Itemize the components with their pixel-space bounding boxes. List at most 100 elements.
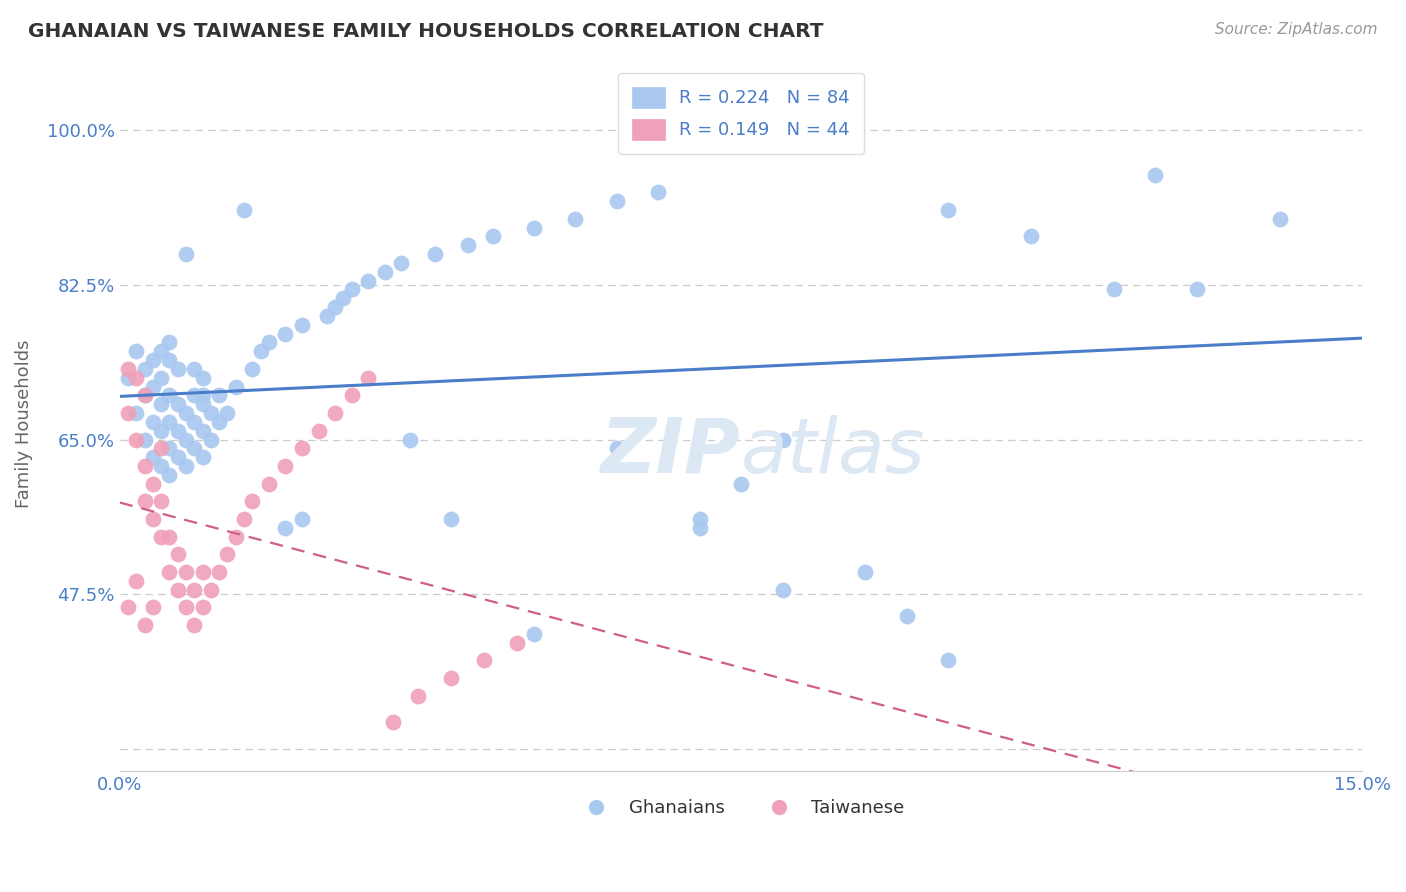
Point [183,442,205,456]
Point [142,353,165,368]
Point [208,565,231,579]
Point [159,415,181,429]
Point [142,600,165,615]
Point [166,362,188,376]
Point [606,442,628,456]
Point [564,211,586,226]
Text: ZIP: ZIP [602,415,741,489]
Point [506,635,529,649]
Point [159,565,181,579]
Point [142,476,165,491]
Point [274,326,297,341]
Y-axis label: Family Households: Family Households [15,340,32,508]
Point [183,415,205,429]
Point [191,424,214,438]
Point [134,433,156,447]
Point [159,442,181,456]
Legend: Ghanaians, Taiwanese: Ghanaians, Taiwanese [571,791,911,824]
Point [174,458,197,473]
Point [647,186,669,200]
Point [134,458,156,473]
Point [142,379,165,393]
Point [274,521,297,535]
Point [291,442,314,456]
Point [134,388,156,402]
Point [1019,229,1042,244]
Point [457,238,479,252]
Point [240,362,263,376]
Point [183,618,205,632]
Point [166,424,188,438]
Point [257,476,280,491]
Point [166,582,188,597]
Point [159,353,181,368]
Point [191,450,214,465]
Point [523,220,546,235]
Point [936,653,959,667]
Point [208,388,231,402]
Point [440,512,463,526]
Point [174,406,197,420]
Point [274,458,297,473]
Point [1268,211,1291,226]
Point [183,582,205,597]
Point [174,433,197,447]
Text: GHANAIAN VS TAIWANESE FAMILY HOUSEHOLDS CORRELATION CHART: GHANAIAN VS TAIWANESE FAMILY HOUSEHOLDS … [28,22,824,41]
Point [191,397,214,411]
Point [150,442,173,456]
Point [689,521,711,535]
Point [855,565,877,579]
Point [159,467,181,482]
Point [150,530,173,544]
Point [191,370,214,384]
Point [166,547,188,561]
Point [357,370,380,384]
Point [217,547,239,561]
Point [134,494,156,508]
Point [225,379,247,393]
Point [323,300,346,314]
Text: Source: ZipAtlas.com: Source: ZipAtlas.com [1215,22,1378,37]
Point [159,388,181,402]
Point [117,406,139,420]
Point [117,362,139,376]
Point [225,530,247,544]
Point [150,370,173,384]
Point [200,406,222,420]
Point [249,344,271,359]
Point [481,229,503,244]
Point [117,600,139,615]
Point [174,565,197,579]
Point [191,565,214,579]
Point [240,494,263,508]
Point [374,265,396,279]
Point [174,600,197,615]
Point [398,433,420,447]
Point [150,344,173,359]
Point [357,274,380,288]
Point [936,202,959,217]
Point [134,618,156,632]
Point [150,494,173,508]
Point [1185,282,1208,296]
Point [772,582,794,597]
Point [323,406,346,420]
Point [689,512,711,526]
Point [166,397,188,411]
Point [134,362,156,376]
Point [472,653,495,667]
Point [159,335,181,350]
Point [217,406,239,420]
Point [191,600,214,615]
Point [159,530,181,544]
Point [125,433,148,447]
Point [208,415,231,429]
Point [606,194,628,208]
Point [134,388,156,402]
Point [332,291,354,305]
Point [382,715,405,730]
Point [440,671,463,685]
Point [423,247,446,261]
Point [125,574,148,588]
Point [406,689,429,703]
